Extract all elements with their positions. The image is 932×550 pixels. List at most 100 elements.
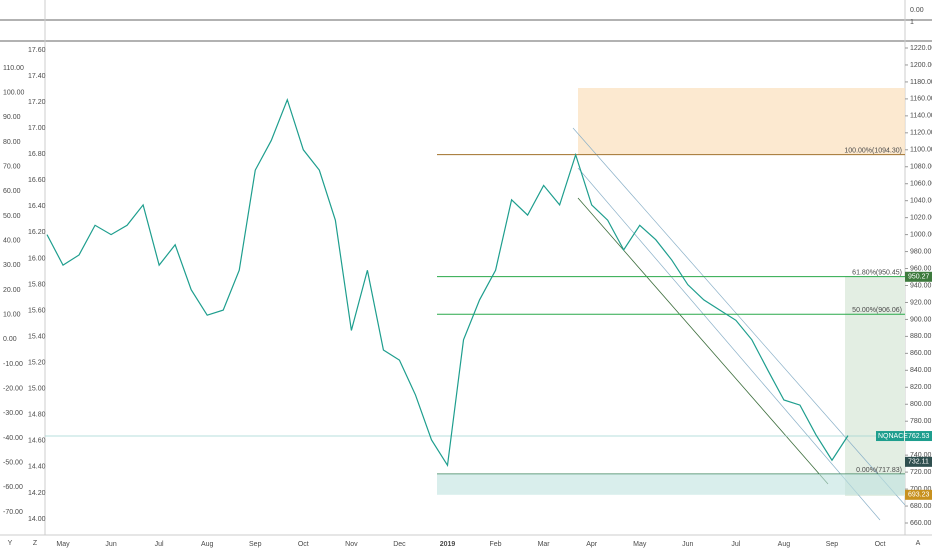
y-tick-label: 860.00 [910, 350, 932, 357]
y-tick-label: 820.00 [910, 384, 932, 391]
left-tick-label: 14.60 [28, 438, 46, 445]
left-tick-label: 14.00 [28, 516, 46, 523]
y-tick-label: 1100.00 [910, 147, 932, 154]
price-tag-label: 693.23 [908, 492, 930, 499]
y-tick-label: 1000.00 [910, 231, 932, 238]
x-tick-label: Dec [393, 541, 406, 548]
x-tick-label: Apr [586, 541, 598, 548]
x-tick-label: Oct [875, 541, 886, 548]
price-tag-label: 732.11 [908, 459, 929, 466]
x-tick-label: Nov [345, 541, 358, 548]
left-tick-label: 15.60 [28, 307, 46, 314]
left-tick-label: 17.60 [28, 47, 46, 54]
y-tick-label: 1220.00 [910, 45, 932, 52]
y-tick-label: 720.00 [910, 469, 932, 476]
x-tick-label: Jul [731, 541, 740, 548]
x-tick-label: Mar [538, 541, 551, 548]
left-tick-label: -60.00 [3, 484, 23, 491]
fib-label: 100.00%(1094.30) [844, 147, 902, 154]
price-tag-label: 950.27 [908, 274, 930, 281]
left-tick-label: 70.00 [3, 164, 21, 171]
y-tick-label: 680.00 [910, 503, 932, 510]
panel-label: 1 [910, 19, 914, 26]
channel-line [577, 167, 881, 521]
x-tick-label: Aug [201, 541, 214, 548]
y-tick-label: 880.00 [910, 333, 932, 340]
price-tag [905, 456, 932, 467]
left-tick-label: 100.00 [3, 90, 25, 97]
y-tick-label: 1040.00 [910, 198, 932, 205]
left-tick-label: 60.00 [3, 188, 21, 195]
x-tick-label: Aug [778, 541, 791, 548]
left-tick-label: 10.00 [3, 312, 21, 319]
x-tick-label: 2019 [440, 541, 456, 548]
left-tick-label: -40.00 [3, 435, 23, 442]
fib-label: 50.00%(906.06) [852, 307, 902, 314]
scale-button[interactable]: Y [8, 540, 13, 547]
x-tick-label: Feb [490, 541, 502, 548]
x-tick-label: Jun [105, 541, 116, 548]
left-tick-label: 14.80 [28, 412, 46, 419]
price-tag [905, 271, 932, 282]
y-tick-label: 1160.00 [910, 96, 932, 103]
fib-label: 61.80%(950.45) [852, 269, 902, 276]
left-tick-label: 15.00 [28, 386, 46, 393]
y-tick-label: 960.00 [910, 265, 932, 272]
price-tag [905, 431, 932, 442]
left-tick-label: 110.00 [3, 65, 24, 72]
x-tick-label: May [633, 541, 647, 548]
series-tag [876, 431, 904, 442]
y-tick-label: 1120.00 [910, 130, 932, 137]
left-tick-label: 14.40 [28, 464, 46, 471]
price-tag [905, 489, 932, 500]
y-tick-label: 840.00 [910, 367, 932, 374]
y-tick-label: 740.00 [910, 452, 932, 459]
x-tick-label: May [56, 541, 70, 548]
y-tick-label: 660.00 [910, 520, 932, 527]
price-tag-label: 762.53 [908, 433, 930, 440]
left-tick-label: 50.00 [3, 213, 21, 220]
left-tick-label: 30.00 [3, 262, 21, 269]
y-tick-label: 920.00 [910, 299, 932, 306]
price-line [46, 97, 849, 468]
left-tick-label: -70.00 [3, 509, 23, 516]
y-tick-label: 940.00 [910, 282, 932, 289]
y-tick-label: 800.00 [910, 401, 932, 408]
left-tick-label: 15.80 [28, 281, 46, 288]
y-tick-label: 900.00 [910, 316, 932, 323]
y-tick-label: 700.00 [910, 486, 932, 493]
left-tick-label: 90.00 [3, 114, 21, 121]
x-tick-label: Oct [298, 541, 309, 548]
fib-label: 0.00%(717.83) [856, 467, 902, 474]
x-tick-label: Sep [826, 541, 839, 548]
left-tick-label: 16.20 [28, 229, 46, 236]
x-tick-label: Jun [682, 541, 693, 548]
range-box [845, 276, 905, 496]
left-tick-label: 16.00 [28, 255, 46, 262]
panel-label: 0.00 [910, 7, 924, 14]
left-tick-label: 17.40 [28, 73, 46, 80]
y-tick-label: 980.00 [910, 248, 932, 255]
left-tick-label: -20.00 [3, 386, 23, 393]
left-tick-label: 40.00 [3, 238, 21, 245]
left-tick-label: 16.40 [28, 203, 46, 210]
y-tick-label: 780.00 [910, 418, 932, 425]
y-tick-label: 1060.00 [910, 181, 932, 188]
left-tick-label: 80.00 [3, 139, 21, 146]
y-tick-label: 1140.00 [910, 113, 932, 120]
left-tick-label: 0.00 [3, 336, 17, 343]
left-tick-label: -30.00 [3, 410, 23, 417]
left-tick-label: 20.00 [3, 287, 21, 294]
left-tick-label: 14.20 [28, 490, 46, 497]
left-tick-label: -10.00 [3, 361, 23, 368]
y-tick-label: 1180.00 [910, 79, 932, 86]
target-box [578, 88, 905, 154]
left-tick-label: 15.40 [28, 333, 46, 340]
scale-button[interactable]: A [916, 540, 921, 547]
support-zone [437, 473, 905, 495]
y-tick-label: 1080.00 [910, 164, 932, 171]
scale-button[interactable]: Z [33, 540, 38, 547]
left-tick-label: 15.20 [28, 360, 46, 367]
left-tick-label: 17.00 [28, 125, 46, 132]
